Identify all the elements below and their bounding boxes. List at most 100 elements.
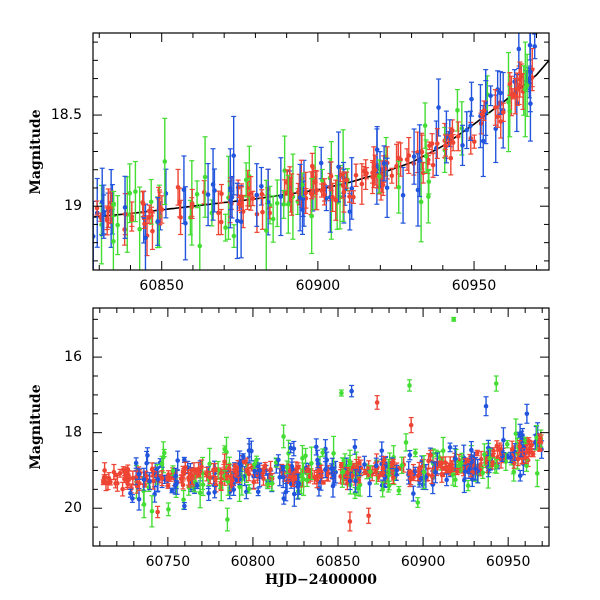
data-point	[281, 202, 287, 207]
data-point	[166, 507, 171, 512]
data-point	[141, 477, 147, 482]
data-point	[364, 170, 369, 176]
data-point	[517, 444, 523, 449]
data-point	[494, 464, 499, 469]
data-point	[180, 482, 186, 488]
data-point	[488, 93, 493, 99]
data-point	[534, 471, 540, 476]
data-point	[303, 190, 309, 196]
data-point	[415, 500, 421, 505]
data-point	[522, 87, 528, 92]
data-point	[517, 432, 522, 438]
data-point	[353, 478, 358, 484]
data-point	[169, 488, 175, 493]
data-point	[408, 476, 414, 482]
data-point	[295, 481, 300, 487]
data-point	[517, 77, 523, 82]
data-point	[500, 453, 505, 459]
data-point	[111, 239, 116, 244]
data-point	[465, 483, 471, 488]
data-point	[228, 198, 233, 203]
data-point	[278, 194, 284, 199]
data-point	[175, 184, 181, 190]
data-point	[468, 123, 473, 129]
data-point	[238, 463, 244, 468]
data-point	[370, 174, 375, 180]
data-point	[243, 177, 249, 183]
data-point	[433, 470, 438, 475]
data-point	[182, 457, 187, 463]
data-point	[453, 456, 458, 461]
data-point	[345, 470, 350, 475]
data-point	[459, 126, 465, 131]
data-point	[231, 233, 237, 239]
data-point	[259, 191, 265, 197]
data-point	[450, 472, 456, 478]
data-point	[222, 446, 227, 452]
data-point	[216, 210, 221, 216]
top-xtick-label: 60950	[452, 278, 497, 294]
top-y-axis-title: Magnitude	[28, 109, 44, 194]
data-point	[407, 383, 412, 388]
data-point	[347, 519, 353, 524]
data-point	[289, 464, 295, 469]
data-point	[498, 119, 504, 124]
data-point	[362, 469, 368, 475]
data-point	[313, 179, 318, 185]
data-point	[503, 459, 509, 464]
data-point	[328, 173, 334, 179]
data-point	[148, 199, 154, 205]
data-point	[155, 476, 161, 482]
data-point	[444, 477, 449, 483]
data-point	[464, 127, 470, 133]
data-point	[120, 467, 126, 473]
data-point	[380, 182, 386, 188]
data-point	[202, 174, 208, 180]
data-point	[248, 191, 254, 196]
data-point	[309, 191, 314, 197]
data-point	[504, 441, 510, 447]
data-point	[362, 462, 367, 467]
data-point	[175, 458, 180, 463]
top-ticks	[93, 33, 549, 270]
data-point	[196, 471, 202, 477]
data-point	[141, 502, 147, 507]
data-point	[295, 465, 301, 471]
data-point	[127, 190, 133, 196]
data-point	[199, 464, 204, 470]
top-ytick-label: 18.5	[51, 107, 82, 123]
data-point	[447, 445, 453, 450]
data-point	[149, 509, 155, 514]
data-point	[141, 201, 146, 207]
data-point	[384, 185, 390, 191]
data-point	[423, 153, 429, 159]
data-point	[225, 517, 230, 522]
data-point	[260, 209, 265, 215]
data-point	[262, 463, 268, 468]
data-point	[403, 440, 409, 445]
data-point	[368, 469, 373, 475]
data-point	[394, 468, 399, 473]
data-point	[204, 471, 209, 477]
data-point	[181, 187, 187, 193]
data-point	[374, 147, 380, 152]
data-point	[166, 472, 171, 477]
data-point	[137, 480, 142, 486]
data-point	[240, 454, 246, 459]
data-point	[367, 481, 372, 486]
data-point	[429, 473, 435, 479]
data-point	[357, 482, 363, 488]
data-point	[309, 163, 315, 169]
data-point	[320, 178, 325, 183]
data-point	[136, 471, 142, 477]
data-point	[495, 114, 501, 119]
data-point	[274, 200, 280, 206]
data-point	[165, 483, 171, 489]
data-point	[373, 470, 379, 475]
data-point	[125, 467, 131, 472]
data-point	[147, 478, 152, 484]
data-point	[419, 149, 425, 155]
data-point	[396, 184, 402, 190]
data-point	[455, 108, 460, 113]
data-point	[324, 457, 330, 463]
